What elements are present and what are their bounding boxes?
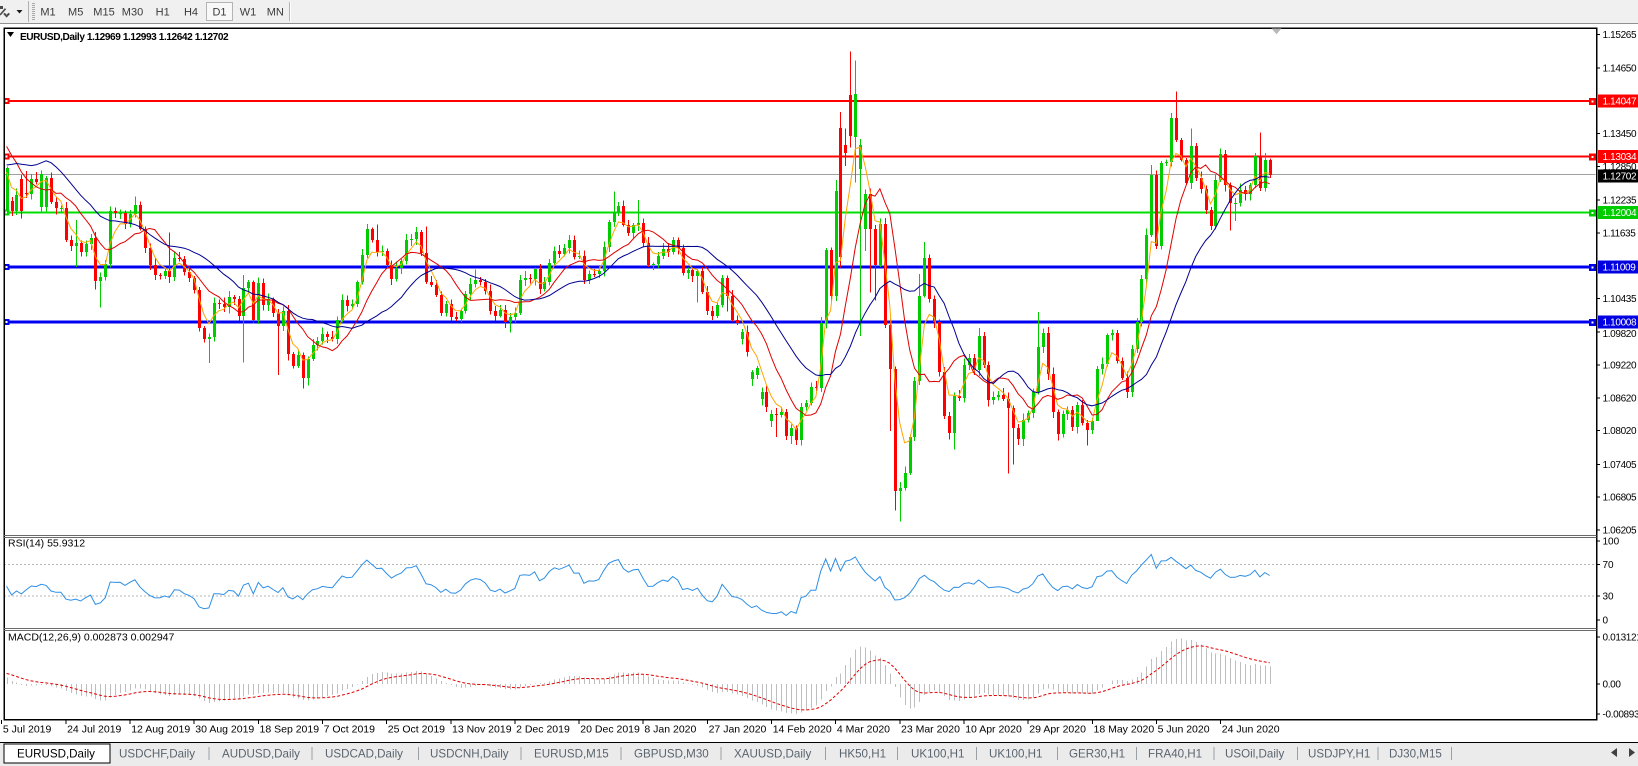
svg-text:EURUSD,Daily 1.12969 1.12993: EURUSD,Daily 1.12969 1.12993 1.12642 1.1…	[20, 32, 229, 43]
svg-text:GBPUSD,M30: GBPUSD,M30	[634, 748, 709, 761]
svg-text:0.013121: 0.013121	[1603, 633, 1638, 644]
svg-text:1.13450: 1.13450	[1603, 129, 1637, 140]
svg-text:1.14047: 1.14047	[1603, 97, 1637, 108]
svg-text:27 Jan 2020: 27 Jan 2020	[709, 724, 767, 736]
svg-text:1.09220: 1.09220	[1603, 361, 1637, 372]
svg-text:EURUSD,M15: EURUSD,M15	[534, 748, 609, 761]
svg-text:USDCNH,Daily: USDCNH,Daily	[430, 748, 509, 761]
svg-text:RSI(14) 55.9312: RSI(14) 55.9312	[8, 538, 85, 550]
svg-text:5 Jul 2019: 5 Jul 2019	[3, 724, 52, 736]
svg-text:20 Dec 2019: 20 Dec 2019	[580, 724, 640, 736]
svg-text:1.13034: 1.13034	[1603, 152, 1637, 163]
svg-text:USDCAD,Daily: USDCAD,Daily	[325, 748, 403, 761]
svg-text:1.06805: 1.06805	[1603, 493, 1637, 504]
svg-text:7 Oct 2019: 7 Oct 2019	[324, 724, 376, 736]
svg-text:10 Apr 2020: 10 Apr 2020	[965, 724, 1022, 736]
svg-text:FRA40,H1: FRA40,H1	[1148, 748, 1202, 761]
svg-text:UK100,H1: UK100,H1	[989, 748, 1043, 761]
svg-text:1.08620: 1.08620	[1603, 393, 1637, 404]
svg-text:XAUUSD,Daily: XAUUSD,Daily	[734, 748, 812, 761]
svg-text:1.11635: 1.11635	[1603, 228, 1637, 239]
svg-text:DJ30,M15: DJ30,M15	[1389, 748, 1442, 761]
svg-text:EURUSD,Daily: EURUSD,Daily	[17, 748, 95, 761]
svg-text:23 Mar 2020: 23 Mar 2020	[901, 724, 960, 736]
svg-text:1.06205: 1.06205	[1603, 525, 1637, 536]
svg-text:1.12004: 1.12004	[1603, 208, 1637, 219]
svg-text:1.08020: 1.08020	[1603, 426, 1637, 437]
svg-text:25 Oct 2019: 25 Oct 2019	[388, 724, 445, 736]
svg-text:0.00: 0.00	[1603, 680, 1622, 691]
svg-text:MN: MN	[267, 7, 284, 19]
svg-text:D1: D1	[212, 7, 226, 19]
svg-text:30: 30	[1603, 592, 1615, 603]
svg-text:M5: M5	[68, 7, 83, 19]
svg-text:12 Aug 2019: 12 Aug 2019	[131, 724, 190, 736]
svg-text:1.14650: 1.14650	[1603, 64, 1637, 75]
svg-text:14 Feb 2020: 14 Feb 2020	[773, 724, 832, 736]
svg-text:100: 100	[1603, 536, 1620, 547]
svg-text:UK100,H1: UK100,H1	[911, 748, 965, 761]
svg-text:-0.008933: -0.008933	[1603, 710, 1638, 721]
svg-text:1.09820: 1.09820	[1603, 329, 1637, 340]
svg-text:M15: M15	[93, 7, 114, 19]
svg-text:24 Jul 2019: 24 Jul 2019	[67, 724, 121, 736]
svg-text:30 Aug 2019: 30 Aug 2019	[195, 724, 254, 736]
svg-text:HK50,H1: HK50,H1	[839, 748, 886, 761]
svg-text:1.07405: 1.07405	[1603, 460, 1637, 471]
svg-text:2 Dec 2019: 2 Dec 2019	[516, 724, 570, 736]
svg-text:18 May 2020: 18 May 2020	[1094, 724, 1155, 736]
svg-text:8 Jan 2020: 8 Jan 2020	[644, 724, 696, 736]
svg-text:1.10435: 1.10435	[1603, 294, 1637, 305]
svg-text:USDCHF,Daily: USDCHF,Daily	[119, 748, 195, 761]
svg-text:MACD(12,26,9) 0.002873 0.00294: MACD(12,26,9) 0.002873 0.002947	[8, 632, 175, 644]
svg-text:GER30,H1: GER30,H1	[1069, 748, 1125, 761]
svg-text:70: 70	[1603, 560, 1615, 571]
svg-text:M30: M30	[122, 7, 143, 19]
svg-text:H1: H1	[156, 7, 170, 19]
svg-text:1.12235: 1.12235	[1603, 196, 1637, 207]
svg-text:0: 0	[1603, 615, 1609, 626]
svg-text:USOil,Daily: USOil,Daily	[1225, 748, 1284, 761]
svg-text:29 Apr 2020: 29 Apr 2020	[1029, 724, 1086, 736]
svg-text:AUDUSD,Daily: AUDUSD,Daily	[222, 748, 300, 761]
svg-text:W1: W1	[240, 7, 257, 19]
svg-text:24 Jun 2020: 24 Jun 2020	[1222, 724, 1280, 736]
svg-text:1.11009: 1.11009	[1603, 263, 1637, 274]
svg-text:1.12702: 1.12702	[1603, 172, 1637, 183]
svg-text:1.15265: 1.15265	[1603, 30, 1637, 41]
svg-text:18 Sep 2019: 18 Sep 2019	[260, 724, 320, 736]
svg-text:H4: H4	[184, 7, 198, 19]
svg-text:1.12850: 1.12850	[1603, 162, 1637, 173]
svg-text:13 Nov 2019: 13 Nov 2019	[452, 724, 512, 736]
svg-text:4 Mar 2020: 4 Mar 2020	[837, 724, 890, 736]
svg-text:1.10008: 1.10008	[1603, 317, 1637, 328]
svg-text:USDJPY,H1: USDJPY,H1	[1308, 748, 1370, 761]
svg-text:5 Jun 2020: 5 Jun 2020	[1158, 724, 1210, 736]
svg-text:M1: M1	[40, 7, 55, 19]
